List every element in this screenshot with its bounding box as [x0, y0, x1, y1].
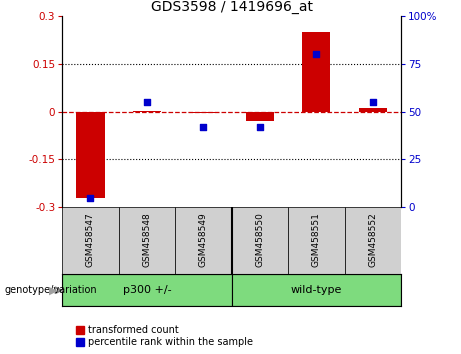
- Text: GSM458552: GSM458552: [368, 212, 378, 267]
- Text: wild-type: wild-type: [291, 285, 342, 295]
- Point: [256, 124, 264, 130]
- Bar: [77, 112, 105, 198]
- Text: GSM458550: GSM458550: [255, 212, 265, 267]
- Bar: [231, 207, 288, 274]
- Point: [143, 99, 151, 105]
- Text: genotype/variation: genotype/variation: [5, 285, 97, 295]
- Text: GSM458549: GSM458549: [199, 212, 208, 267]
- Bar: [246, 112, 274, 121]
- Bar: [62, 207, 118, 274]
- Bar: [118, 207, 175, 274]
- Text: GSM458547: GSM458547: [86, 212, 95, 267]
- Bar: [302, 32, 331, 112]
- Point: [200, 124, 207, 130]
- Text: ▶: ▶: [49, 285, 58, 295]
- Bar: [344, 207, 401, 274]
- Legend: transformed count, percentile rank within the sample: transformed count, percentile rank withi…: [77, 325, 253, 347]
- Point: [369, 99, 377, 105]
- Text: GSM458551: GSM458551: [312, 212, 321, 267]
- Title: GDS3598 / 1419696_at: GDS3598 / 1419696_at: [151, 0, 313, 13]
- Bar: [231, 274, 401, 306]
- Text: p300 +/-: p300 +/-: [123, 285, 171, 295]
- Point: [87, 195, 94, 200]
- Bar: [175, 207, 231, 274]
- Text: GSM458548: GSM458548: [142, 212, 152, 267]
- Bar: [189, 112, 218, 113]
- Bar: [359, 108, 387, 112]
- Bar: [288, 207, 344, 274]
- Point: [313, 51, 320, 57]
- Bar: [62, 274, 231, 306]
- Bar: [133, 111, 161, 112]
